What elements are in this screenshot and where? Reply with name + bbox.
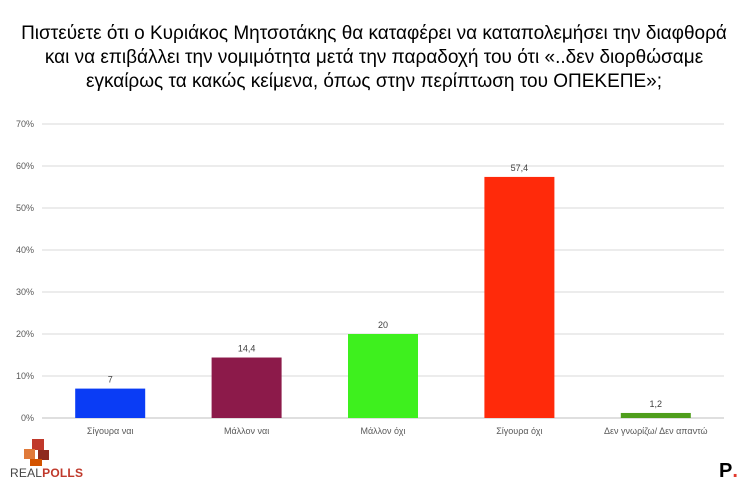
x-tick-label: Σίγουρα όχι — [496, 426, 542, 436]
chart-title: Πιστεύετε ότι ο Κυριάκος Μητσοτάκης θα κ… — [0, 22, 748, 94]
x-tick-label: Μάλλον όχι — [360, 426, 405, 436]
y-tick-label: 0% — [21, 413, 34, 423]
data-label: 57,4 — [511, 163, 529, 173]
realpolls-logo-text: REALPOLLS — [10, 466, 83, 480]
title-line-2: και να επιβάλλει την νομιμότητα μετά την… — [44, 47, 704, 68]
data-label: 14,4 — [238, 344, 256, 354]
y-tick-label: 60% — [16, 161, 34, 171]
logo-real: REAL — [10, 466, 43, 480]
brand-mark: P. — [719, 460, 738, 483]
y-tick-label: 20% — [16, 329, 34, 339]
title-line-1: Πιστεύετε ότι ο Κυριάκος Μητσοτάκης θα κ… — [21, 23, 727, 44]
y-tick-label: 10% — [16, 371, 34, 381]
realpolls-logo-icon — [24, 439, 49, 466]
brand-letter: P — [719, 460, 733, 482]
bar — [348, 334, 418, 418]
x-tick-label: Μάλλον ναι — [224, 426, 269, 436]
data-label: 7 — [108, 375, 113, 385]
data-label: 20 — [378, 320, 388, 330]
x-tick-label: Σίγουρα ναι — [87, 426, 134, 436]
y-tick-label: 30% — [16, 287, 34, 297]
y-tick-label: 50% — [16, 203, 34, 213]
x-tick-label: Δεν γνωρίζω/ Δεν απαντώ — [604, 426, 708, 436]
bar — [620, 412, 691, 418]
title-line-3: εγκαίρως τα κακώς κείμενα, όπως στην περ… — [85, 71, 663, 92]
bar — [75, 388, 146, 418]
brand-dot: . — [732, 460, 738, 482]
bar — [211, 357, 282, 418]
data-label: 1,2 — [650, 399, 663, 409]
y-tick-label: 70% — [16, 119, 34, 129]
logo-polls: POLLS — [42, 466, 84, 480]
y-tick-label: 40% — [16, 245, 34, 255]
bar — [484, 176, 555, 418]
